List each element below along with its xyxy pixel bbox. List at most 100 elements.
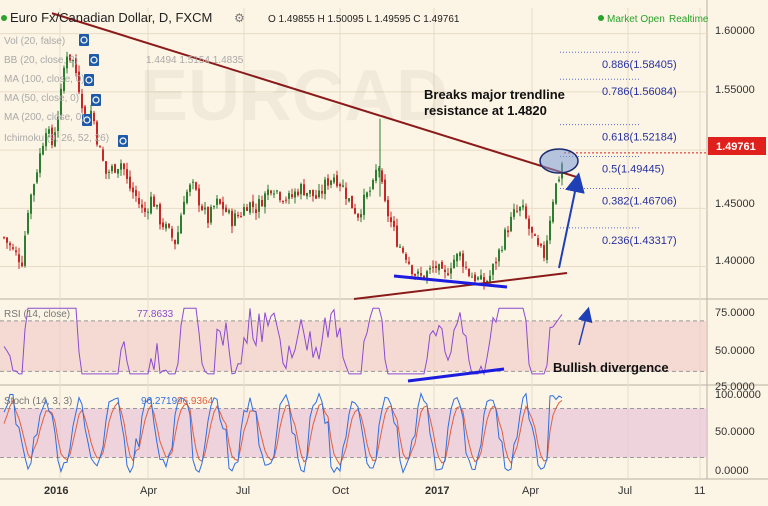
- candle-body: [369, 190, 371, 192]
- candle-body: [411, 265, 413, 275]
- candle-body: [255, 209, 257, 213]
- candle-body: [60, 88, 62, 116]
- candle-body: [276, 190, 278, 192]
- candle-body: [180, 215, 182, 234]
- candle-body: [339, 184, 341, 187]
- candle-body: [534, 234, 536, 236]
- indicator-vol: Vol (20, false): [4, 36, 65, 47]
- event-marker-icon: [118, 135, 128, 147]
- trendline-break-note: Breaks major trendline resistance at 1.4…: [424, 87, 569, 118]
- candle-body: [72, 60, 74, 62]
- candle-body: [156, 204, 158, 207]
- candle-body: [552, 201, 554, 222]
- candle-body: [111, 165, 113, 172]
- rsi-tick: 75.0000: [715, 307, 755, 319]
- rsi-band: [0, 320, 707, 372]
- lows-line: [393, 274, 508, 289]
- candle-body: [447, 273, 449, 276]
- candle-body: [75, 58, 77, 74]
- time-label: 2016: [44, 485, 68, 497]
- rsi-legend: RSI (14, close) 77.8633: [4, 309, 174, 320]
- candle-body: [375, 169, 377, 181]
- candle-body: [522, 205, 524, 208]
- candle-body: [207, 207, 209, 224]
- candle-body: [393, 220, 395, 227]
- candle-body: [450, 268, 452, 274]
- candle-body: [279, 192, 281, 201]
- candle-body: [360, 214, 362, 218]
- candle-body: [66, 56, 68, 69]
- candle-body: [243, 207, 245, 216]
- event-marker-icon: [79, 34, 89, 46]
- time-label: Apr: [140, 485, 157, 497]
- candle-body: [132, 187, 134, 193]
- indicator-legend[interactable]: Vol (20, false) BB (20, close, 2) 1.4494…: [4, 36, 244, 144]
- candle-body: [231, 210, 233, 227]
- event-marker-icon: [82, 114, 92, 126]
- candle-body: [315, 195, 317, 199]
- candle-body: [510, 216, 512, 232]
- candle-body: [285, 199, 287, 201]
- candle-body: [345, 187, 347, 199]
- candle-body: [423, 275, 425, 279]
- candle-body: [381, 170, 383, 182]
- candle-body: [174, 239, 176, 245]
- candle-body: [537, 238, 539, 246]
- candle-body: [114, 164, 116, 173]
- candle-body: [306, 192, 308, 197]
- current-price-tag: 1.49761: [708, 137, 766, 155]
- fib-levels: 0.886(1.58405) 0.786(1.56084) 0.618(1.5218…: [602, 59, 677, 247]
- candle-body: [525, 206, 527, 219]
- candle-body: [141, 204, 143, 208]
- candle-body: [456, 253, 458, 262]
- candle-body: [177, 232, 179, 244]
- candle-body: [294, 191, 296, 198]
- chart-header: Euro Fx/Canadian Dollar, D, FXCM ⚙ O 1.4…: [1, 10, 709, 25]
- candle-body: [474, 274, 476, 282]
- candle-body: [408, 261, 410, 264]
- candle-body: [54, 132, 56, 147]
- candle-body: [105, 161, 107, 174]
- candle-body: [363, 194, 365, 216]
- candle-body: [45, 133, 47, 147]
- candle-body: [444, 269, 446, 273]
- candle-body: [204, 207, 206, 210]
- stoch-d-value: 96.9364: [177, 396, 214, 407]
- support-trendline: [353, 272, 568, 300]
- candle-body: [372, 179, 374, 189]
- candle-body: [357, 213, 359, 218]
- candle-body: [390, 217, 392, 223]
- candle-body: [396, 225, 398, 247]
- candle-body: [123, 163, 125, 170]
- event-marker-bg: [84, 74, 94, 86]
- candle-body: [291, 194, 293, 198]
- rsi-divergence-line: [407, 367, 505, 383]
- candle-body: [84, 106, 86, 114]
- candle-body: [78, 71, 80, 93]
- candle-body: [108, 171, 110, 173]
- settings-gear-icon: ⚙: [234, 11, 245, 25]
- candle-body: [267, 189, 269, 196]
- candle-body: [201, 206, 203, 210]
- fib-level-label: 0.786(1.56084): [602, 86, 677, 98]
- stoch-k-line: [3, 392, 563, 474]
- major-trendline: [51, 12, 579, 179]
- candle-body: [12, 247, 14, 249]
- ohlc-readout: O 1.49855 H 1.50095 L 1.49595 C 1.49761: [268, 14, 460, 25]
- fib-level-label: 0.886(1.58405): [602, 59, 677, 71]
- candle-body: [477, 277, 479, 280]
- candle-body: [354, 207, 356, 214]
- candle-body: [318, 190, 320, 198]
- candle-body: [453, 259, 455, 269]
- candle-body: [309, 190, 311, 194]
- time-label: 2017: [425, 485, 449, 497]
- event-marker-bg: [79, 34, 89, 46]
- candle-body: [558, 179, 560, 182]
- event-marker-icon: [84, 74, 94, 86]
- candle-body: [387, 199, 389, 217]
- candle-body: [210, 206, 212, 223]
- stoch-label: Stoch (14, 3, 3): [4, 396, 72, 407]
- stoch-panel: [0, 392, 707, 474]
- candle-body: [330, 180, 332, 185]
